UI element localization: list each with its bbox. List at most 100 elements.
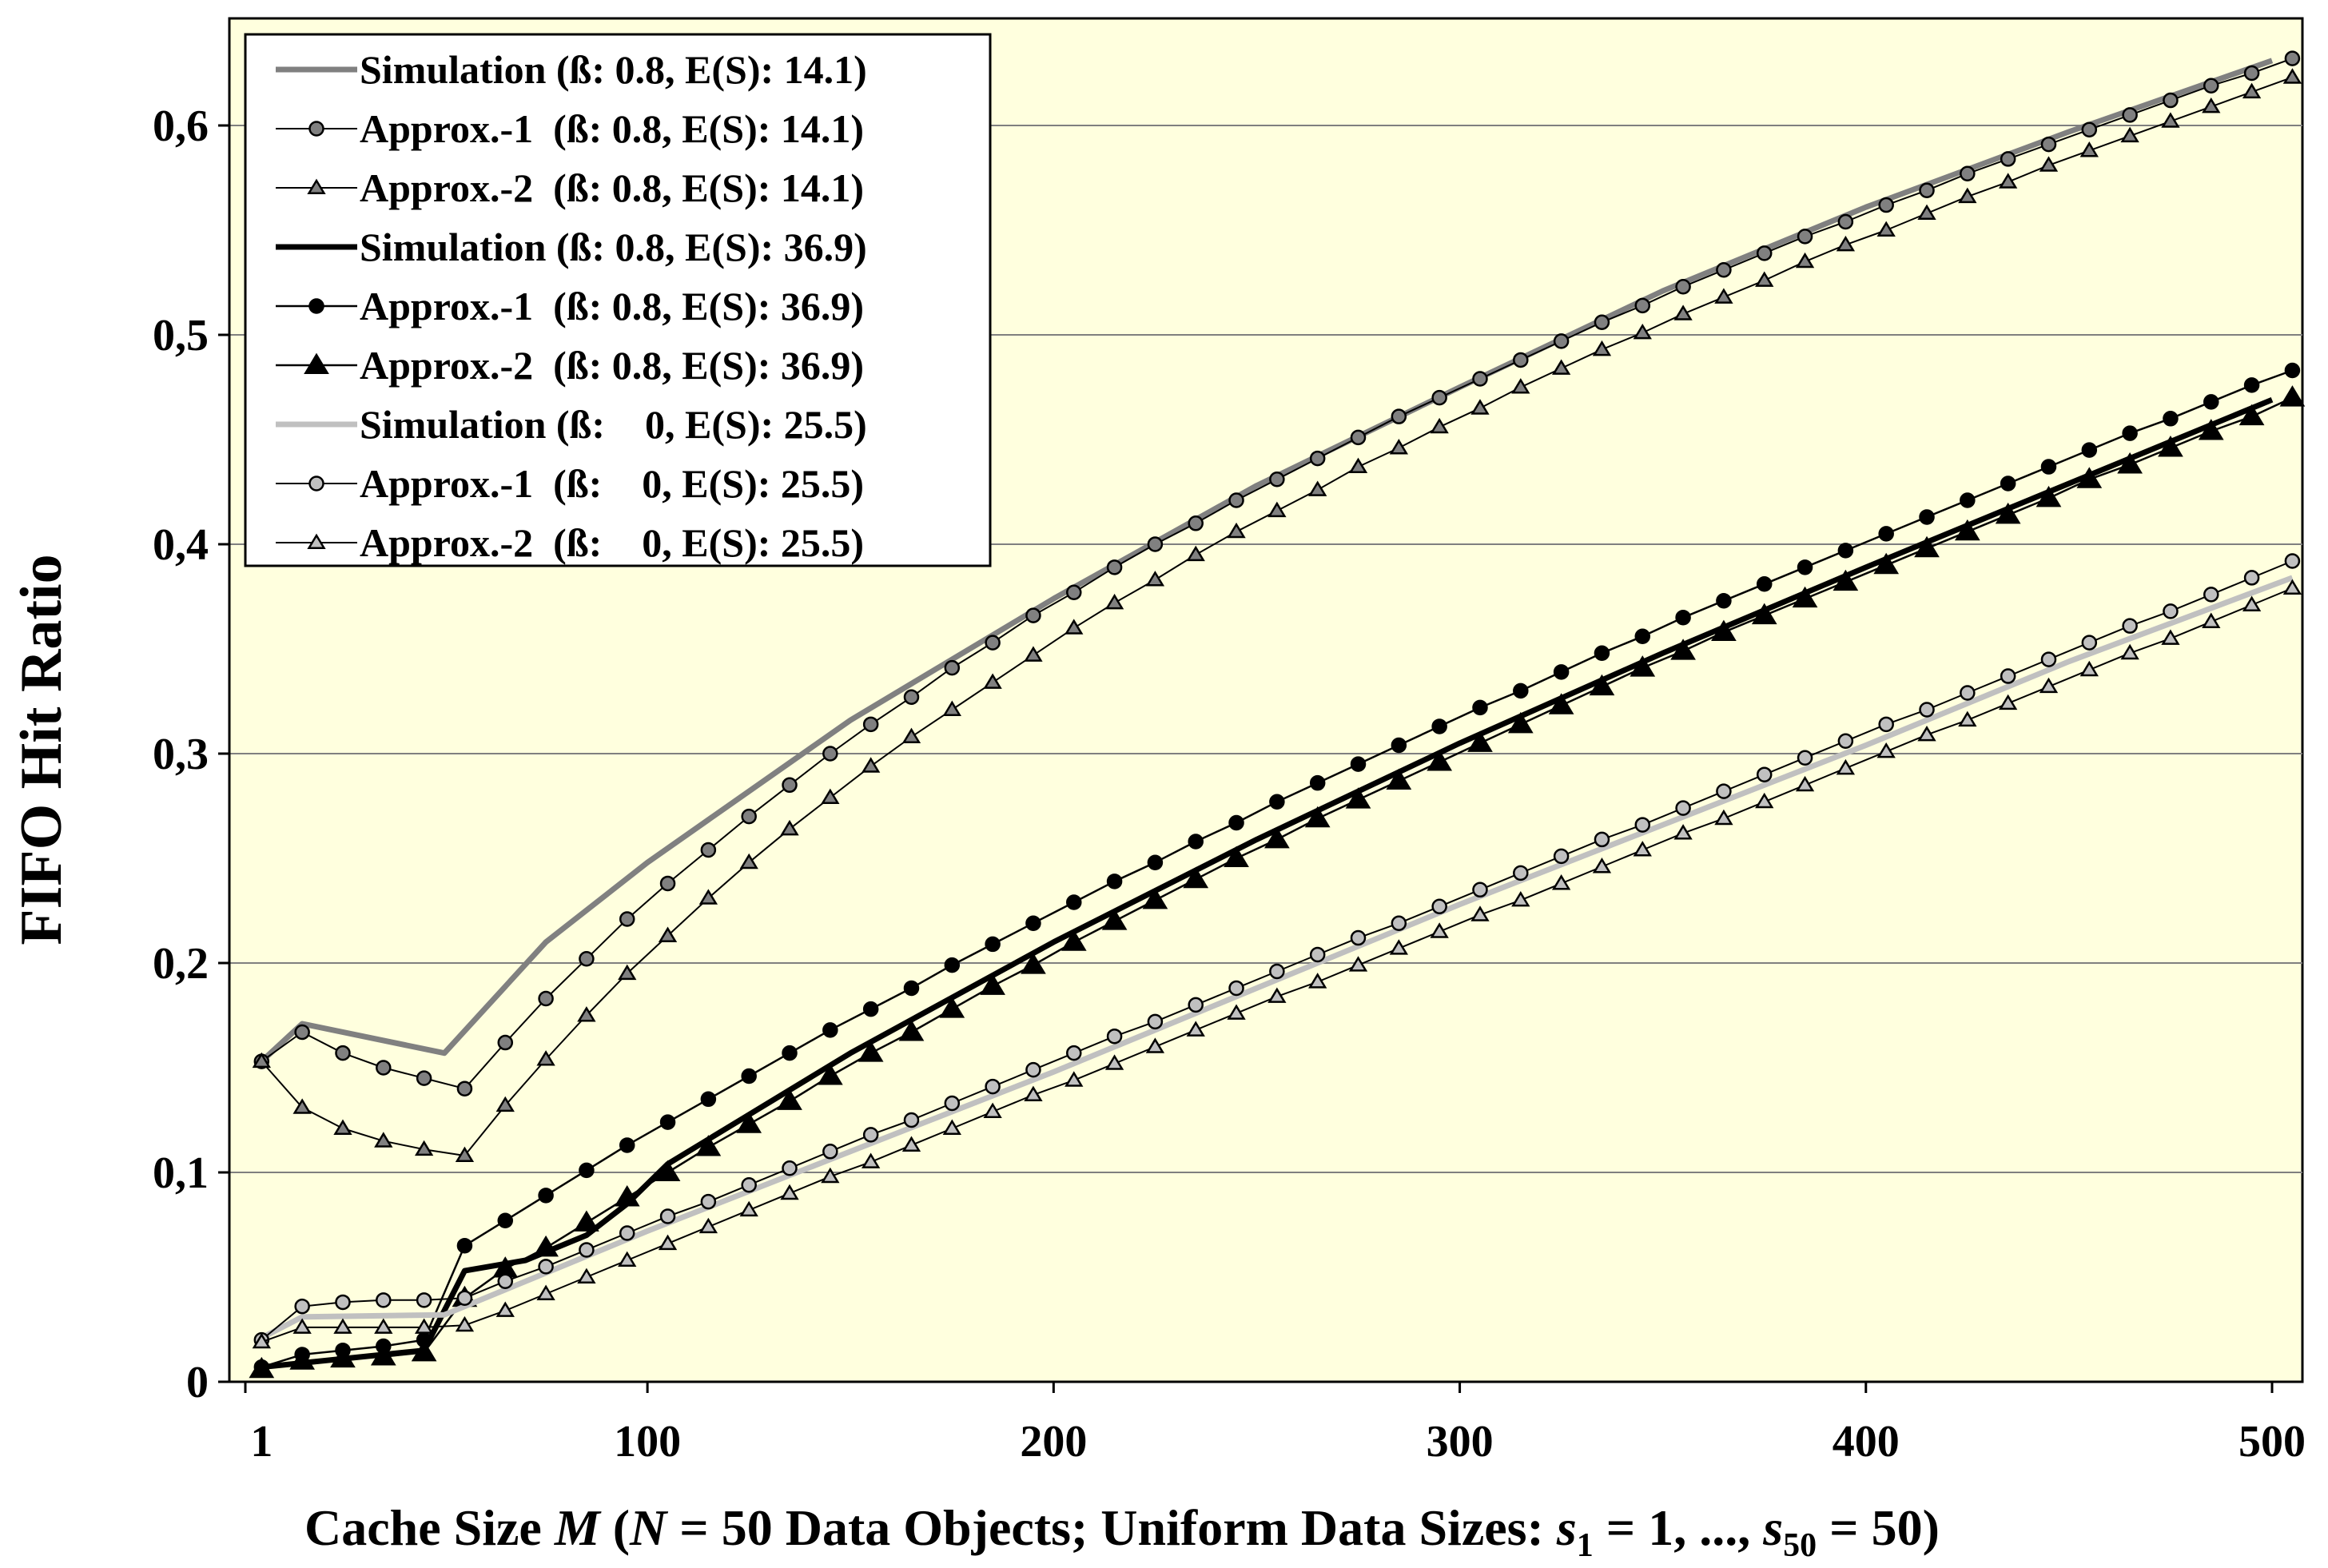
- series-point: [1914, 535, 1940, 558]
- series-point: [1304, 806, 1331, 828]
- series-point: [1024, 1085, 1043, 1102]
- series-point: [780, 1184, 799, 1200]
- legend-swatch-marker: [308, 298, 324, 314]
- series-point: [619, 1225, 635, 1241]
- series-point: [1511, 378, 1530, 394]
- series-point: [536, 1284, 555, 1300]
- series-point: [1634, 817, 1651, 833]
- series-point: [698, 889, 718, 905]
- series-point: [1917, 725, 1936, 742]
- legend-label: Simulation (ß: 0.8, E(S): 14.1): [360, 47, 867, 92]
- legend-label: Approx.-1 (ß: 0.8, E(S): 36.9): [360, 284, 864, 328]
- series-point: [1065, 619, 1084, 635]
- legend-label: Approx.-2 (ß: 0.8, E(S): 14.1): [360, 165, 864, 210]
- series-point: [1756, 245, 1773, 261]
- legend-label: Approx.-1 (ß: 0, E(S): 25.5): [360, 461, 864, 506]
- series-point: [1714, 288, 1733, 304]
- series-point: [1792, 586, 1818, 608]
- series-point: [741, 808, 757, 825]
- series-point: [2284, 50, 2301, 66]
- series-point: [1878, 197, 1894, 213]
- series-point: [1188, 834, 1204, 850]
- series-point: [1633, 841, 1652, 857]
- series-point: [1142, 887, 1168, 909]
- series-point: [695, 1135, 722, 1156]
- series-point: [1919, 702, 1935, 718]
- series-point: [1025, 607, 1041, 623]
- x-title-prefix: Cache Size: [304, 1499, 555, 1556]
- series-point: [1716, 592, 1732, 609]
- y-tick-label: 0,2: [153, 939, 209, 989]
- series-point: [903, 980, 920, 997]
- series-point: [1837, 733, 1854, 750]
- series-point: [370, 1344, 396, 1366]
- series-point: [2039, 156, 2059, 172]
- series-point: [1670, 639, 1696, 660]
- series-point: [939, 997, 965, 1018]
- series-point: [1836, 758, 1856, 775]
- series-point: [1548, 693, 1574, 714]
- series-point: [1797, 750, 1813, 766]
- series-point: [1430, 922, 1449, 938]
- series-point: [1224, 846, 1249, 867]
- series-point: [1309, 946, 1326, 963]
- series-point: [901, 727, 921, 744]
- series-point: [985, 1078, 1001, 1095]
- series-point: [1837, 543, 1854, 559]
- y-tick-label: 0,6: [153, 101, 209, 151]
- series-point: [739, 1200, 758, 1217]
- series-point: [1513, 683, 1529, 699]
- series-point: [2120, 643, 2139, 660]
- series-point: [1553, 848, 1570, 865]
- series-point: [1472, 882, 1488, 898]
- axes: [228, 18, 2302, 1383]
- series-point: [1391, 408, 1407, 424]
- series-point: [861, 1152, 881, 1168]
- series-point: [1716, 783, 1732, 799]
- series-point: [983, 673, 1002, 689]
- series-point: [411, 1339, 437, 1362]
- series-point: [1634, 628, 1651, 645]
- series-point: [700, 842, 717, 858]
- series-point: [862, 716, 879, 733]
- series-point: [2039, 677, 2059, 694]
- legend-entry: Approx.-1 (ß: 0.8, E(S): 36.9): [276, 284, 864, 328]
- series-point: [898, 1020, 925, 1041]
- series-point: [2158, 436, 2183, 457]
- series-point: [2243, 377, 2260, 393]
- series-point: [1999, 173, 2018, 189]
- series-point: [1958, 187, 1977, 204]
- series-point: [944, 1095, 961, 1112]
- series-point: [1960, 685, 1976, 701]
- series-point: [289, 1348, 316, 1370]
- series-point: [538, 990, 554, 1007]
- series-point: [1024, 646, 1043, 662]
- series-point: [2122, 425, 2138, 441]
- series-point: [2120, 126, 2139, 143]
- series-point: [574, 1210, 599, 1232]
- series-point: [579, 951, 595, 967]
- x-title-open: (: [600, 1499, 630, 1556]
- series-point: [700, 1091, 717, 1108]
- series-point: [2202, 612, 2221, 628]
- series-point: [455, 1315, 475, 1332]
- x-tick-labels: 1 100 200 300 400 500: [244, 1382, 2306, 1467]
- series-point: [497, 1034, 514, 1051]
- series-5: [253, 362, 2301, 1375]
- series-point: [619, 911, 635, 927]
- series-point: [659, 1114, 676, 1130]
- series-point: [1267, 501, 1287, 518]
- series-point: [985, 936, 1001, 953]
- x-title-eq50: = 50): [1817, 1499, 1940, 1556]
- series-point: [1021, 953, 1046, 974]
- series-point: [1878, 716, 1894, 733]
- x-title-s1: s: [1556, 1499, 1577, 1556]
- series-point: [577, 1268, 596, 1283]
- series-point: [1553, 333, 1570, 349]
- series-point: [942, 1119, 961, 1135]
- series-point: [985, 635, 1001, 651]
- series-point: [1066, 1045, 1082, 1061]
- series-point: [1675, 278, 1691, 295]
- series-point: [1836, 235, 1856, 252]
